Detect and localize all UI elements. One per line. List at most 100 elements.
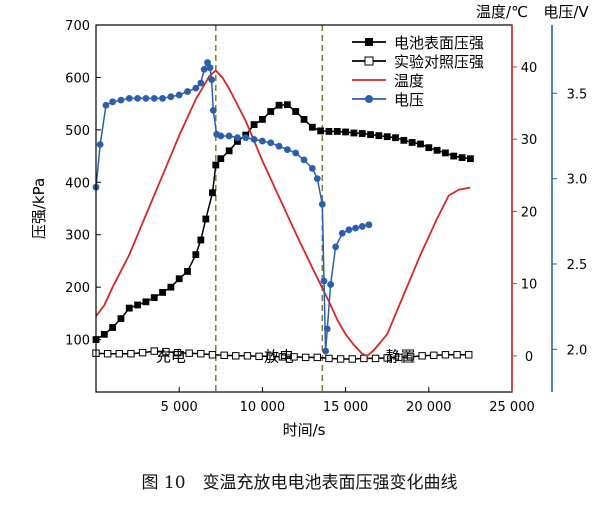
series-2-point bbox=[453, 351, 461, 359]
series-1-point bbox=[117, 315, 125, 322]
series-4-point bbox=[259, 137, 266, 145]
series-1-point bbox=[325, 128, 333, 135]
series-2-point bbox=[465, 351, 473, 359]
series-1-point bbox=[433, 146, 441, 154]
series-1-point bbox=[212, 161, 220, 169]
series-4-point bbox=[217, 132, 225, 140]
series-2-point bbox=[232, 352, 240, 360]
series-4-point bbox=[197, 79, 205, 87]
series-4-point bbox=[292, 149, 300, 157]
series-2-point bbox=[313, 353, 322, 362]
legend-marker-4 bbox=[365, 95, 373, 103]
series-4-point bbox=[323, 325, 331, 333]
plot-layer: 充电 放电 静置 bbox=[92, 25, 474, 392]
series-1-point bbox=[159, 288, 166, 296]
series-1-point bbox=[275, 101, 283, 109]
series-1-point bbox=[202, 215, 210, 223]
pressure-axis-label: 压强/kPa bbox=[30, 178, 48, 239]
voltage-tick-label: 3.5 bbox=[567, 87, 588, 102]
pressure-tick-label: 500 bbox=[65, 124, 90, 139]
temperature-tick-label: 20 bbox=[521, 205, 538, 220]
series-4-point bbox=[267, 139, 275, 147]
series-4-point bbox=[318, 200, 326, 208]
series-1-point bbox=[425, 144, 433, 152]
series-1-point bbox=[134, 301, 141, 309]
series-1-point bbox=[442, 149, 449, 157]
series-2-point bbox=[348, 355, 356, 363]
series-4-point bbox=[209, 106, 217, 114]
x-axis-label: 时间/s bbox=[283, 421, 326, 439]
series-2-point bbox=[406, 353, 415, 361]
series-4-point bbox=[150, 95, 158, 102]
series-2-point bbox=[371, 354, 380, 363]
series-4-point bbox=[250, 135, 258, 143]
series-2-point bbox=[243, 352, 252, 360]
legend-label-4: 电压 bbox=[394, 91, 424, 109]
series-4-point bbox=[192, 84, 200, 92]
series-2-point bbox=[430, 351, 438, 360]
series-4-point bbox=[327, 281, 335, 288]
series-1-point bbox=[217, 155, 225, 163]
series-2-point bbox=[336, 355, 345, 363]
pressure-tick-label: 600 bbox=[65, 71, 90, 86]
series-2-point bbox=[441, 351, 450, 359]
x-tick-label: 5 000 bbox=[161, 400, 198, 415]
series-4-point bbox=[96, 141, 104, 148]
series-1-point bbox=[350, 129, 358, 137]
series-4-point bbox=[142, 95, 150, 102]
series-2-point bbox=[150, 347, 158, 355]
phase-label-1: 充电 bbox=[156, 347, 186, 365]
series-1-point bbox=[267, 108, 275, 115]
series-4-point bbox=[204, 59, 211, 66]
series-4-point bbox=[159, 95, 166, 102]
series-4-point bbox=[313, 175, 321, 183]
voltage-axis-label: 电压/V bbox=[543, 3, 589, 21]
series-4-point bbox=[175, 91, 183, 99]
series-2-point bbox=[301, 353, 310, 362]
series-2-point bbox=[267, 352, 275, 361]
series-4-point bbox=[206, 64, 214, 72]
pressure-tick-label: 400 bbox=[65, 176, 90, 191]
series-1-point bbox=[234, 137, 241, 145]
series-2-point bbox=[290, 353, 298, 361]
series-2-point bbox=[127, 350, 135, 358]
series-1-point bbox=[150, 294, 158, 302]
series-2-point bbox=[162, 347, 170, 356]
series-2-point bbox=[185, 349, 193, 357]
series-1-point bbox=[292, 108, 300, 115]
x-tick-label: 10 000 bbox=[240, 400, 286, 415]
series-1-point bbox=[392, 134, 399, 142]
series-4-point bbox=[184, 88, 191, 95]
series-2-point bbox=[138, 348, 147, 357]
legend-marker-2 bbox=[364, 56, 374, 66]
series-1-point bbox=[225, 147, 233, 155]
series-1-point bbox=[192, 251, 200, 259]
temperature-tick-label: 40 bbox=[521, 61, 538, 76]
series-line-3 bbox=[95, 69, 471, 357]
series-4-point bbox=[308, 164, 316, 172]
series-4-point bbox=[117, 96, 125, 104]
pressure-tick-label: 100 bbox=[65, 334, 90, 349]
series-2-point bbox=[173, 348, 182, 357]
series-1-point bbox=[142, 298, 150, 306]
series-4-point bbox=[167, 93, 175, 101]
series-1-point bbox=[175, 275, 183, 283]
phase-label-3: 静置 bbox=[386, 347, 416, 365]
series-1-point bbox=[308, 123, 316, 131]
series-1-point bbox=[317, 127, 325, 135]
series-1-point bbox=[375, 132, 383, 140]
pressure-tick-label: 700 bbox=[65, 19, 90, 34]
series-1-point bbox=[342, 128, 349, 136]
series-4-point bbox=[225, 132, 233, 140]
series-1-point bbox=[197, 236, 205, 244]
series-1-point bbox=[358, 130, 366, 137]
x-tick-label: 25 000 bbox=[489, 400, 535, 415]
legend-label-3: 温度 bbox=[394, 72, 424, 90]
temperature-tick-label: 30 bbox=[521, 133, 538, 148]
series-2-point bbox=[197, 350, 205, 358]
series-4-point bbox=[345, 226, 353, 234]
series-1-point bbox=[209, 189, 216, 197]
series-4-point bbox=[332, 243, 340, 251]
